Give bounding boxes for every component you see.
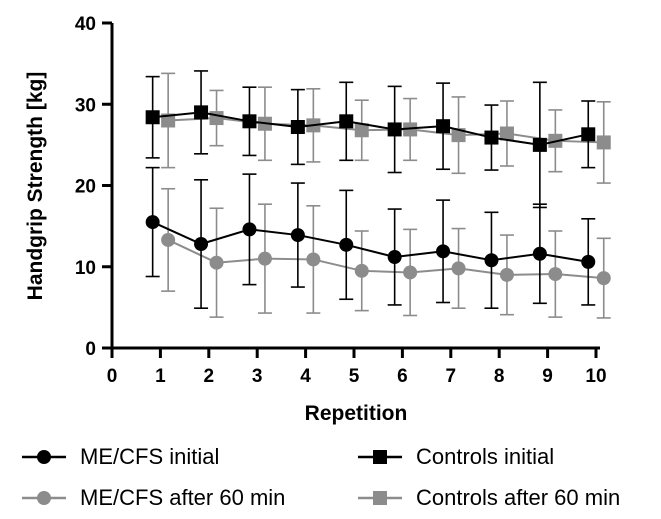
data-point (290, 228, 305, 243)
data-point (194, 237, 209, 251)
x-tick-label: 2 (204, 366, 215, 387)
x-tick-label: 10 (585, 366, 606, 387)
legend-marker (373, 450, 387, 464)
x-tick-label: 9 (542, 366, 553, 387)
legend-label: ME/CFS initial (80, 444, 219, 469)
legend-marker (37, 491, 51, 505)
series-line (152, 221, 589, 263)
legend: ME/CFS initial Controls initial ME/CFS aft… (22, 444, 620, 510)
data-point (581, 254, 596, 269)
legend-item: Controls initial (358, 444, 554, 469)
y-tick-label: 40 (75, 14, 96, 35)
data-point (596, 135, 611, 150)
data-point (209, 111, 224, 126)
x-tick-label: 0 (107, 366, 118, 387)
x-tick-label: 4 (300, 366, 311, 387)
data-point (354, 263, 369, 278)
series-3 (161, 72, 611, 184)
data-point (499, 267, 514, 282)
data-point (242, 222, 257, 237)
legend-marker (37, 450, 51, 464)
axes: 0 10 20 30 40 0 1 2 3 4 5 6 7 8 9 10 (75, 14, 607, 387)
y-tick-label: 0 (85, 339, 96, 360)
x-tick-label: 6 (397, 366, 408, 387)
data-point (209, 255, 224, 270)
data-point (354, 123, 369, 138)
data-point (436, 244, 451, 259)
legend-marker (373, 491, 387, 505)
data-point (548, 267, 563, 282)
legend-item: ME/CFS after 60 min (22, 485, 285, 510)
data-point (484, 253, 499, 268)
data-point (145, 215, 160, 230)
legend-label: Controls initial (416, 444, 554, 469)
x-tick-label: 1 (155, 366, 166, 387)
x-tick-label: 8 (494, 366, 505, 387)
data-point (596, 271, 611, 286)
legend-label: Controls after 60 min (416, 485, 620, 510)
data-point (581, 127, 596, 142)
data-point (451, 261, 466, 276)
data-point (387, 122, 402, 137)
data-point (306, 252, 321, 267)
data-point (403, 122, 418, 137)
data-point (242, 114, 257, 129)
data-point (499, 126, 514, 141)
series-line (168, 117, 604, 144)
x-tick-label: 7 (446, 366, 457, 387)
data-point (532, 137, 547, 152)
data-point (436, 119, 451, 134)
data-point (194, 105, 209, 120)
series-0 (145, 166, 596, 309)
plot-area (145, 70, 611, 319)
data-point (161, 232, 176, 247)
data-point (257, 251, 272, 266)
series-line (167, 239, 604, 280)
legend-label: ME/CFS after 60 min (80, 485, 285, 510)
data-point (403, 265, 418, 280)
data-point (484, 130, 499, 145)
y-axis-title: Handgrip Strength [kg] (24, 72, 47, 301)
y-tick-label: 10 (75, 258, 96, 279)
series-1 (161, 187, 611, 319)
data-point (339, 237, 354, 252)
data-point (339, 114, 354, 129)
data-point (145, 110, 160, 125)
x-tick-label: 3 (252, 366, 263, 387)
y-tick-label: 20 (75, 177, 96, 198)
legend-item: ME/CFS initial (22, 444, 219, 469)
x-axis-title: Repetition (305, 402, 408, 425)
y-tick-label: 30 (75, 95, 96, 116)
data-point (290, 120, 305, 134)
x-tick-label: 5 (349, 366, 360, 387)
data-point (387, 250, 402, 264)
series-line (152, 111, 589, 146)
series-2 (145, 70, 596, 209)
data-point (532, 246, 547, 261)
legend-item: Controls after 60 min (358, 485, 620, 510)
